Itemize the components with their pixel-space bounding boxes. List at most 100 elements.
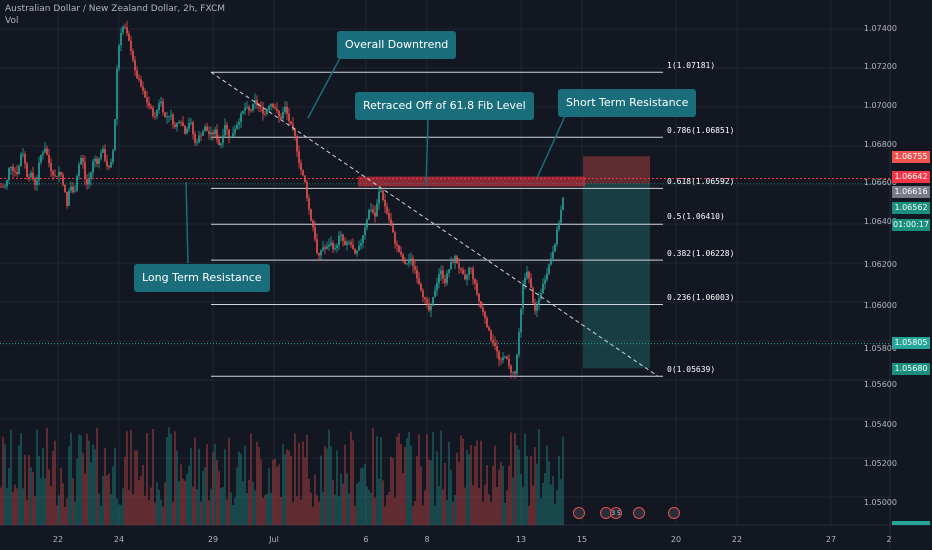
candle-body (38, 162, 40, 181)
volume-bar (164, 482, 166, 525)
candle-body (548, 264, 550, 274)
volume-bar (516, 445, 518, 525)
volume-bar (98, 493, 100, 525)
candle-body (280, 116, 282, 119)
volume-bar (278, 464, 280, 525)
candle-body (422, 290, 424, 298)
volume-bar (34, 496, 36, 525)
candle-body (300, 163, 302, 171)
volume-bar (504, 502, 506, 525)
candle-body (438, 274, 440, 284)
volume-bar (132, 494, 134, 525)
volume-bar (554, 504, 556, 525)
economic-event-icon[interactable] (668, 507, 680, 519)
volume-bar (190, 447, 192, 525)
candle-body (112, 150, 114, 163)
candle-body (196, 142, 198, 143)
candle-body (266, 109, 268, 114)
candle-body (332, 242, 334, 250)
candle-body (92, 161, 94, 173)
candle-body (278, 110, 280, 117)
volume-bar (248, 479, 250, 525)
volume-bar (328, 429, 330, 525)
volume-bar (244, 445, 246, 525)
price-tick: 1.05800 (863, 344, 897, 353)
volume-bar (68, 446, 70, 525)
volume-bar (342, 483, 344, 525)
downtrend-line (210, 71, 659, 377)
volume-bar (246, 492, 248, 525)
volume-bar (254, 490, 256, 525)
candle-body (262, 107, 264, 114)
volume-bar (28, 455, 30, 525)
candle-body (204, 126, 206, 132)
candle-body (66, 191, 68, 206)
volume-bar (4, 444, 6, 525)
candle-body (160, 101, 162, 104)
volume-bar (144, 495, 146, 525)
candle-body (532, 287, 534, 304)
time-label: 27 (825, 535, 837, 544)
candle-body (128, 33, 130, 41)
candle-body (174, 124, 176, 127)
volume-bar (58, 495, 60, 525)
candle-body (240, 113, 242, 123)
candle-body (272, 103, 274, 108)
candle-body (550, 258, 552, 265)
volume-bar (264, 495, 266, 525)
annotation-overall-downtrend[interactable]: Overall Downtrend (337, 31, 457, 59)
volume-bar (182, 478, 184, 525)
candle-body (292, 124, 294, 130)
candle-body (480, 301, 482, 308)
candle-body (188, 123, 190, 129)
volume-bar (258, 446, 260, 525)
time-label: 20 (670, 535, 682, 544)
volume-bar (280, 497, 282, 525)
economic-event-icon[interactable] (633, 507, 645, 519)
volume-bar (172, 501, 174, 525)
volume-bar (422, 505, 424, 525)
candle-body (42, 152, 44, 155)
volume-bar (310, 492, 312, 525)
volume-bar (82, 452, 84, 525)
volume-bar (60, 467, 62, 525)
candle-body (544, 279, 546, 284)
economic-event-icon[interactable]: 3 5 (610, 507, 622, 519)
candle-body (10, 166, 12, 169)
candle-body (166, 116, 168, 118)
candle-body (270, 103, 272, 107)
volume-label[interactable]: Vol (5, 16, 19, 26)
volume-bar (0, 487, 2, 525)
candle-body (2, 186, 4, 188)
candle-body (454, 256, 456, 263)
candle-body (412, 258, 414, 267)
volume-bar (96, 427, 98, 525)
volume-bar (406, 437, 408, 525)
candle-body (106, 160, 108, 167)
candle-body (380, 190, 382, 192)
volume-bar (444, 463, 446, 525)
volume-bar (552, 475, 554, 525)
volume-bar (64, 506, 66, 525)
economic-event-icon[interactable] (573, 507, 585, 519)
candle-body (478, 293, 480, 302)
volume-bar (130, 429, 132, 525)
volume-axis-tag (892, 521, 930, 525)
fib-label-0382: 0.382(1.06228) (667, 249, 735, 258)
candle-body (466, 275, 468, 280)
volume-bar (146, 433, 148, 525)
annotation-retraced-618[interactable]: Retraced Off of 61.8 Fib Level (355, 92, 534, 120)
volume-bar (522, 487, 524, 525)
annotation-short-term-resistance[interactable]: Short Term Resistance (558, 89, 697, 117)
volume-bar (102, 475, 104, 525)
volume-bar (500, 462, 502, 525)
candle-body (276, 108, 278, 111)
annotation-long-term-resistance[interactable]: Long Term Resistance (134, 264, 270, 292)
volume-bar (446, 500, 448, 525)
time-label: 13 (515, 535, 527, 544)
volume-bar (546, 445, 548, 525)
volume-bar (364, 463, 366, 525)
volume-bar (540, 498, 542, 525)
candle-body (190, 122, 192, 124)
